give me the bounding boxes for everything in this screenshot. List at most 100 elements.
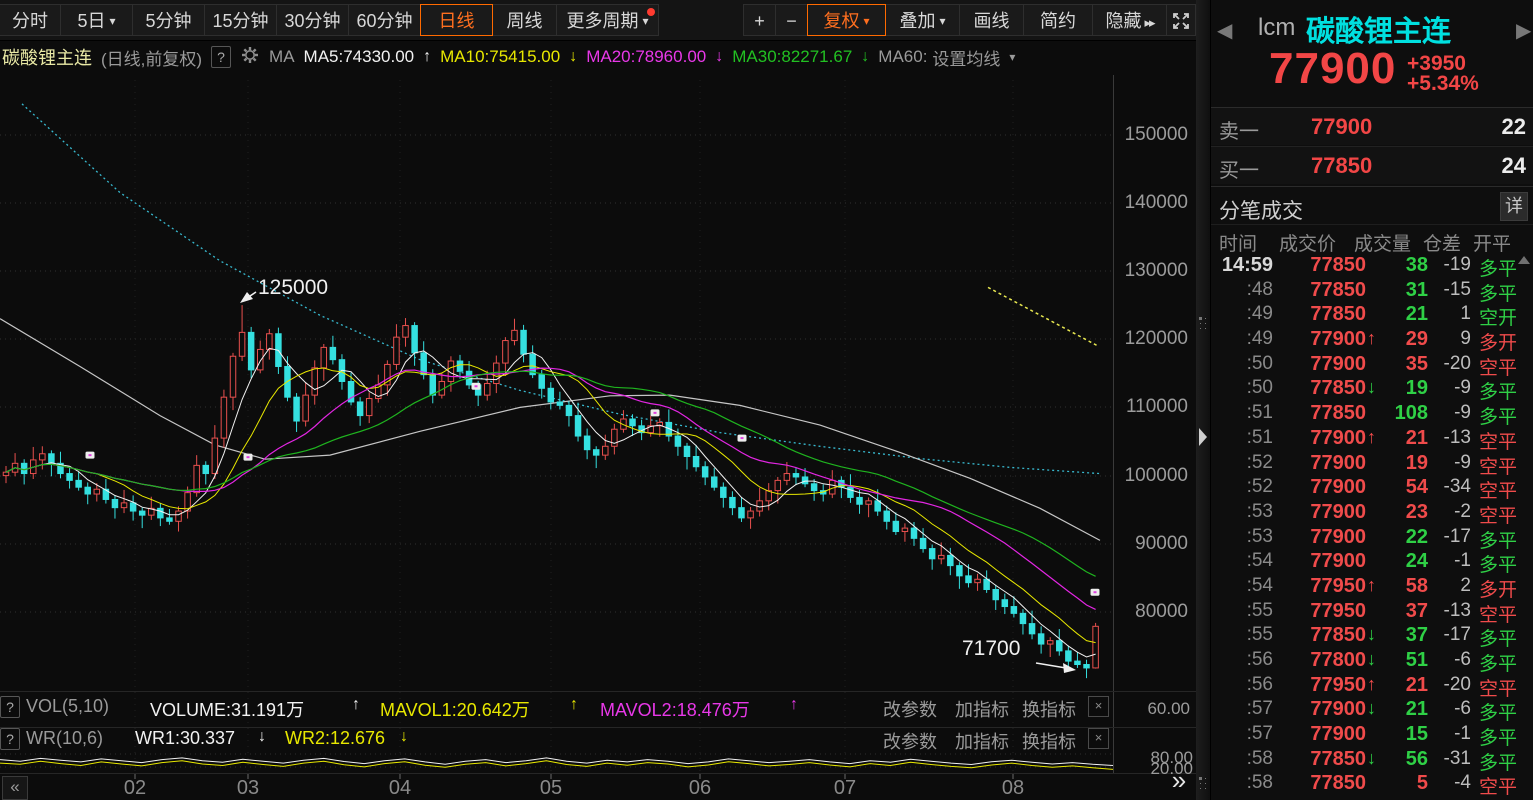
tick-row[interactable]: :57 77900 15 -1 多平 [1211,722,1533,749]
price-axis-label: 80000 [1135,601,1188,622]
wr-edit-params-button[interactable]: 改参数 [883,732,937,752]
wr-help-icon[interactable]: ? [0,728,20,750]
tick-row[interactable]: :55 77950 37 -13 空平 [1211,599,1533,626]
scroll-up-icon[interactable] [1518,256,1530,264]
toolbar-button-分时[interactable]: 分时 [0,4,61,36]
time-axis-label: 02 [123,777,147,799]
tick-time: 14:59 [1221,254,1273,276]
page-right-button[interactable]: » [1171,765,1187,795]
tick-position-change: -9 [1454,402,1471,424]
tick-row[interactable]: :54 77900 24 -1 多平 [1211,549,1533,577]
next-instrument-icon[interactable]: ▶ [1516,20,1532,42]
tick-row[interactable]: :54 77950 ↑ 58 2 多开 [1211,574,1533,601]
tick-row[interactable]: :51 77850 108 -9 多平 [1211,401,1533,428]
tick-row[interactable]: :49 77850 21 1 空开 [1211,302,1533,329]
ma60-caret-icon[interactable]: ▾ [1009,50,1016,64]
tick-open-close: 多平 [1479,752,1518,774]
tick-volume: 108 [1394,402,1428,425]
tick-volume: 21 [1405,303,1428,326]
price-change-pct: +5.34% [1407,72,1479,95]
ma60-setup-link[interactable]: 设置均线 [932,49,1001,69]
ma-group-label: MA [269,47,295,66]
page-left-button[interactable]: « [2,776,28,800]
toolbar-button-周线[interactable]: 周线 [492,4,557,36]
toolbar-button-更多周期[interactable]: 更多周期 ▾ [556,4,659,36]
tick-list[interactable]: 14:59 77850 38 -19 多平:48 77850 31 -15 多平:49 77850… [1211,253,1533,798]
toolbar-button-30分钟[interactable]: 30分钟 [276,4,349,36]
toolbar-button-−[interactable]: − [775,4,808,36]
wr-close-icon[interactable]: × [1088,728,1109,749]
detail-button[interactable]: 详 [1500,192,1528,221]
tick-row[interactable]: :52 77900 19 -9 空平 [1211,451,1533,478]
tick-row[interactable]: :56 77800 ↓ 51 -6 多平 [1211,648,1533,675]
toolbar-button-5日[interactable]: 5日 ▾ [60,4,133,36]
wr-add-indicator-button[interactable]: 加指标 [955,732,1009,752]
toolbar-button-画线[interactable]: 画线 [959,4,1024,36]
toolbar-button-叠加[interactable]: 叠加 ▾ [885,4,960,36]
ask-row[interactable]: 卖一 77900 22 [1211,108,1533,145]
tick-open-close: 多开 [1479,579,1518,601]
wr-switch-indicator-button[interactable]: 换指标 [1022,732,1076,752]
drag-grip-icon[interactable] [1200,318,1201,319]
time-axis-label: 08 [1001,777,1025,799]
wr-indicator-name: WR(10,6) [26,728,104,748]
vol-close-icon[interactable]: × [1088,696,1109,717]
tick-row[interactable]: :48 77850 31 -15 多平 [1211,278,1533,305]
toolbar-button-15分钟[interactable]: 15分钟 [204,4,277,36]
toolbar-button-5分钟[interactable]: 5分钟 [132,4,205,36]
tick-row[interactable]: :50 77900 35 -20 空平 [1211,352,1533,379]
tick-position-change: -9 [1454,377,1471,399]
vol-edit-params-button[interactable]: 改参数 [883,700,937,720]
tick-row[interactable]: :50 77850 ↓ 19 -9 多平 [1211,376,1533,403]
arrow-down-icon: ↓ [1367,698,1376,719]
toolbar-button-+[interactable]: + [743,4,776,36]
tick-row[interactable]: :57 77900 ↓ 21 -6 多平 [1211,697,1533,724]
tick-row[interactable]: :52 77900 54 -34 空平 [1211,475,1533,502]
tick-row[interactable]: :49 77900 ↑ 29 9 多开 [1211,327,1533,354]
arrow-up-icon: ↑ [1367,328,1376,349]
tick-row[interactable]: :53 77900 22 -17 多平 [1211,525,1533,552]
tick-open-close: 多平 [1479,283,1518,305]
tick-volume: 51 [1405,649,1428,671]
help-icon[interactable]: ? [211,46,232,68]
tick-row[interactable]: :53 77900 23 -2 空平 [1211,500,1533,527]
tick-row[interactable]: 14:59 77850 38 -19 多平 [1211,253,1533,280]
col-price: 成交价 [1279,234,1337,255]
candlestick-chart[interactable] [0,0,1196,800]
tick-row[interactable]: :55 77850 ↓ 37 -17 多平 [1211,623,1533,650]
vol-switch-indicator-button[interactable]: 换指标 [1022,700,1076,720]
gear-icon[interactable] [240,45,260,70]
prev-instrument-icon[interactable]: ◀ [1217,20,1233,42]
tick-time: :53 [1246,500,1273,522]
tick-position-change: -13 [1443,426,1471,448]
panel-collapse-strip[interactable] [1196,0,1210,800]
collapse-arrow-icon[interactable] [1199,428,1207,446]
ma60-label: MA60: [878,47,928,66]
divider [1211,224,1533,225]
tick-time: :55 [1246,624,1273,646]
vol-add-indicator-button[interactable]: 加指标 [955,700,1009,720]
price-axis-label: 100000 [1124,465,1188,486]
tick-price: 77950 [1310,574,1366,597]
tick-open-close: 多平 [1479,259,1518,280]
vol-help-icon[interactable]: ? [0,696,20,718]
toolbar-button-日线[interactable]: 日线 [420,4,493,36]
drag-grip-icon[interactable] [1200,778,1201,779]
toolbar-button-简约[interactable]: 简约 [1023,4,1093,36]
tick-row[interactable]: :56 77950 ↑ 21 -20 空平 [1211,673,1533,700]
tick-position-change: -2 [1454,500,1471,522]
tick-open-close: 多平 [1479,555,1518,577]
tick-open-close: 空平 [1479,431,1518,453]
time-axis-label: 07 [833,777,857,799]
tick-row[interactable]: :58 77850 ↓ 56 -31 多平 [1211,747,1533,774]
toolbar-button-60分钟[interactable]: 60分钟 [348,4,421,36]
tick-row[interactable]: :51 77900 ↑ 21 -13 空平 [1211,426,1533,453]
toolbar-button-复权[interactable]: 复权 ▾ [807,4,886,36]
bid-row[interactable]: 买一 77850 24 [1211,147,1533,184]
arrow-down-icon: ↓ [1367,649,1376,669]
tick-open-close: 空平 [1479,604,1518,626]
chevron-down-icon: ▾ [642,14,649,28]
toolbar-button-隐藏[interactable]: 隐藏 ▸▸ [1092,4,1167,36]
tick-row[interactable]: :58 77850 5 -4 空平 [1211,771,1533,798]
fullscreen-icon[interactable] [1166,4,1196,36]
